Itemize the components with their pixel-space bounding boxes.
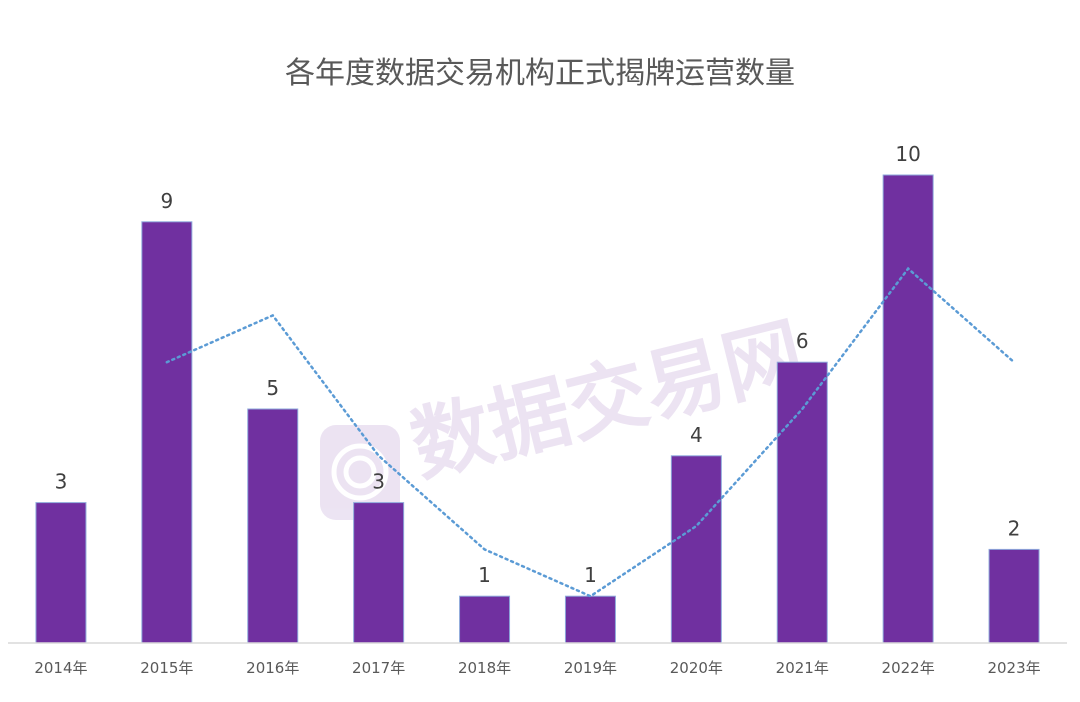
trendline-group — [165, 266, 1016, 598]
bar-2018年 — [459, 595, 511, 644]
bar-2023年 — [988, 548, 1040, 644]
x-tick-label: 2014年 — [34, 659, 87, 677]
chart-title: 各年度数据交易机构正式揭牌运营数量 — [285, 56, 795, 91]
bar-2015年 — [141, 221, 193, 644]
x-tick-label: 2017年 — [352, 659, 405, 677]
x-tick-label: 2018年 — [458, 659, 511, 677]
data-label: 6 — [796, 329, 809, 353]
x-tick-label: 2019年 — [564, 659, 617, 677]
bars-group — [35, 174, 1040, 644]
x-tick-label: 2023年 — [987, 659, 1040, 677]
bar-2016年 — [247, 408, 299, 644]
x-tick-label: 2021年 — [776, 659, 829, 677]
data-label: 3 — [372, 470, 385, 494]
watermark: 数据交易网 — [320, 306, 813, 520]
watermark-logo-icon — [320, 425, 400, 520]
data-label: 5 — [266, 376, 279, 400]
bar-2019年 — [564, 595, 616, 644]
data-label: 1 — [478, 563, 491, 587]
bar-2020年 — [670, 455, 722, 644]
x-tick-label: 2022年 — [882, 659, 935, 677]
x-tick-label: 2015年 — [140, 659, 193, 677]
data-label: 1 — [584, 563, 597, 587]
x-tick-labels-group: 2014年 2015年 2016年 2017年 2018年 2019年 2020年 2021年… — [34, 659, 1040, 677]
data-label: 4 — [690, 423, 703, 447]
bar-2022年 — [882, 174, 934, 644]
data-label: 2 — [1008, 516, 1021, 540]
bar-2021年 — [776, 361, 828, 644]
trendline — [165, 266, 1016, 598]
data-labels-group: 3 9 5 3 1 1 4 6 10 2 — [55, 142, 1021, 587]
x-tick-label: 2016年 — [246, 659, 299, 677]
bar-2017年 — [353, 502, 405, 644]
x-tick-label: 2020年 — [670, 659, 723, 677]
data-label: 10 — [895, 142, 920, 166]
data-label: 9 — [160, 189, 173, 213]
bar-2014年 — [35, 502, 87, 644]
data-label: 3 — [55, 470, 68, 494]
